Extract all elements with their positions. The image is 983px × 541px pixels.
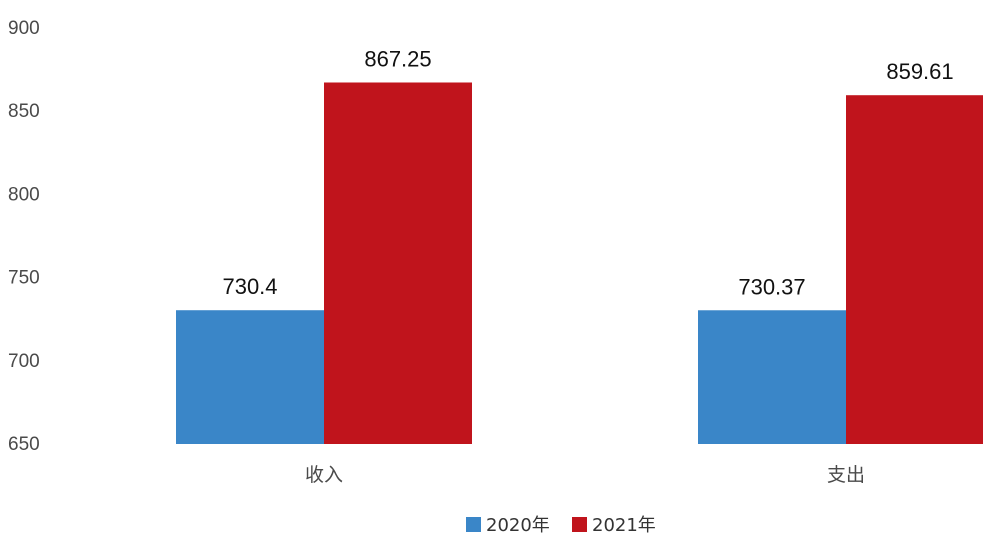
y-tick-label: 850 xyxy=(8,101,40,122)
bars xyxy=(176,82,983,445)
data-label: 867.25 xyxy=(364,46,431,71)
legend-swatch xyxy=(572,517,587,532)
legend-label: 2020年 xyxy=(486,515,550,536)
bar-2021年-收入 xyxy=(324,82,472,444)
x-axis: 收入 支出 xyxy=(305,464,865,486)
bar-2020年-收入 xyxy=(176,310,324,444)
legend: 2020年 2021年 xyxy=(466,515,656,536)
legend-label: 2021年 xyxy=(592,515,656,536)
data-label: 730.37 xyxy=(738,274,805,299)
data-label: 730.4 xyxy=(222,274,277,299)
bar-2021年-支出 xyxy=(846,95,983,445)
legend-swatch xyxy=(466,517,481,532)
data-label: 859.61 xyxy=(886,59,953,84)
bar-2020年-支出 xyxy=(698,310,846,444)
y-tick-label: 800 xyxy=(8,184,40,205)
y-tick-label: 900 xyxy=(8,18,40,39)
y-tick-label: 650 xyxy=(8,434,40,455)
x-category-label: 收入 xyxy=(305,464,343,486)
y-tick-label: 750 xyxy=(8,268,40,289)
data-labels: 730.4 730.37 867.25 859.61 xyxy=(222,46,953,299)
y-axis: 650 700 750 800 850 900 xyxy=(8,18,40,455)
y-tick-label: 700 xyxy=(8,351,40,372)
x-category-label: 支出 xyxy=(827,464,865,486)
